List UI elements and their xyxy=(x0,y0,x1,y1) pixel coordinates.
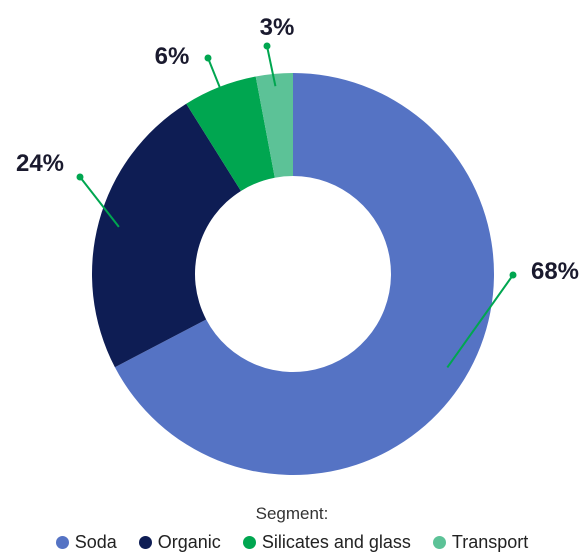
legend-label: Silicates and glass xyxy=(261,532,411,552)
legend-item-soda: Soda xyxy=(55,532,117,553)
legend-dot-icon xyxy=(55,536,69,549)
leader-dot-soda xyxy=(509,271,517,279)
leader-dot-organic xyxy=(76,173,84,181)
legend-label: Soda xyxy=(74,532,117,552)
label-soda: 68% xyxy=(531,258,579,285)
legend: Soda Organic Silicates and glass Transport xyxy=(0,532,584,553)
legend-item-organic: Organic xyxy=(138,532,221,553)
slice-silicates-and-glass xyxy=(186,76,275,191)
slice-soda xyxy=(114,73,494,475)
chart-leaders xyxy=(76,42,517,368)
label-transport: 3% xyxy=(260,14,295,41)
donut-chart: 68% 24% 6% 3% xyxy=(16,14,579,475)
label-organic: 24% xyxy=(16,150,64,177)
leader-line-soda xyxy=(446,274,514,368)
slice-transport xyxy=(255,73,293,178)
chart-slices xyxy=(92,73,494,475)
legend-dot-icon xyxy=(242,536,256,549)
leader-dot-silicates-and-glass xyxy=(204,54,212,62)
leader-dot-transport xyxy=(263,42,271,50)
slice-organic xyxy=(92,103,241,368)
legend-item-silicates-and-glass: Silicates and glass xyxy=(242,532,411,553)
legend-title: Segment: xyxy=(255,504,329,523)
chart-labels: 68% 24% 6% 3% xyxy=(16,14,579,285)
label-silicates-and-glass: 6% xyxy=(155,43,190,70)
legend-dot-icon xyxy=(138,536,152,549)
legend-item-transport: Transport xyxy=(432,532,529,553)
legend-dot-icon xyxy=(432,536,446,549)
leader-line-silicates-and-glass xyxy=(207,57,226,99)
legend-label: Organic xyxy=(157,532,221,552)
leader-line-organic xyxy=(79,176,120,228)
leader-line-transport xyxy=(266,45,277,87)
legend-label: Transport xyxy=(451,532,529,552)
